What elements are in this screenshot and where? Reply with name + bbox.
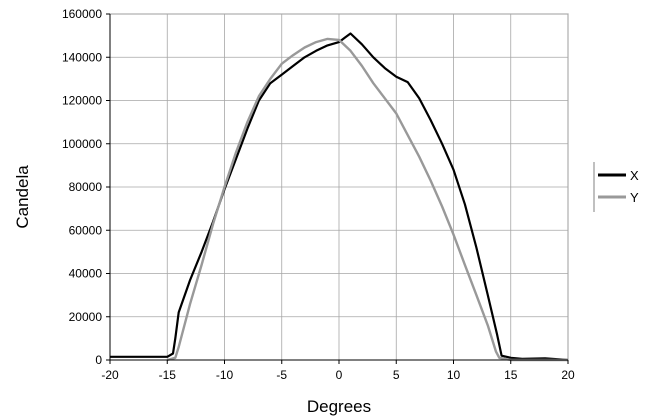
series-line-y: [166, 37, 568, 362]
x-tick-label: -5: [276, 368, 287, 382]
x-tick-label: -20: [101, 368, 119, 382]
y-tick-label: 40000: [69, 267, 103, 281]
grid: [109, 13, 569, 361]
y-tick-label: 120000: [62, 94, 102, 108]
x-tick-label: 15: [504, 368, 518, 382]
y-axis-title: Candela: [13, 165, 32, 229]
legend: XY: [593, 162, 639, 212]
y-tick-label: 80000: [69, 180, 103, 194]
y-tick-label: 0: [95, 353, 102, 367]
x-axis-title: Degrees: [307, 397, 371, 416]
x-tick-label: 0: [336, 368, 343, 382]
x-tick-label: 5: [393, 368, 400, 382]
y-tick-label: 60000: [69, 223, 103, 237]
legend-label-x: X: [630, 168, 639, 183]
x-tick-label: 20: [561, 368, 575, 382]
axes: [106, 13, 569, 364]
y-tick-label: 160000: [62, 7, 102, 21]
legend-label-y: Y: [630, 190, 639, 205]
series-layer: [110, 32, 569, 362]
y-tick-label: 20000: [69, 310, 103, 324]
x-tick-label: -10: [216, 368, 234, 382]
x-tick-label: -15: [159, 368, 177, 382]
tick-labels: -20 -15 -10 -5 0 5 10 15 20 0 20000 40000 60000 80000…: [62, 7, 575, 382]
y-tick-label: 140000: [62, 50, 102, 64]
series-line-x: [110, 32, 569, 362]
x-tick-label: 10: [447, 368, 461, 382]
y-tick-label: 100000: [62, 137, 102, 151]
